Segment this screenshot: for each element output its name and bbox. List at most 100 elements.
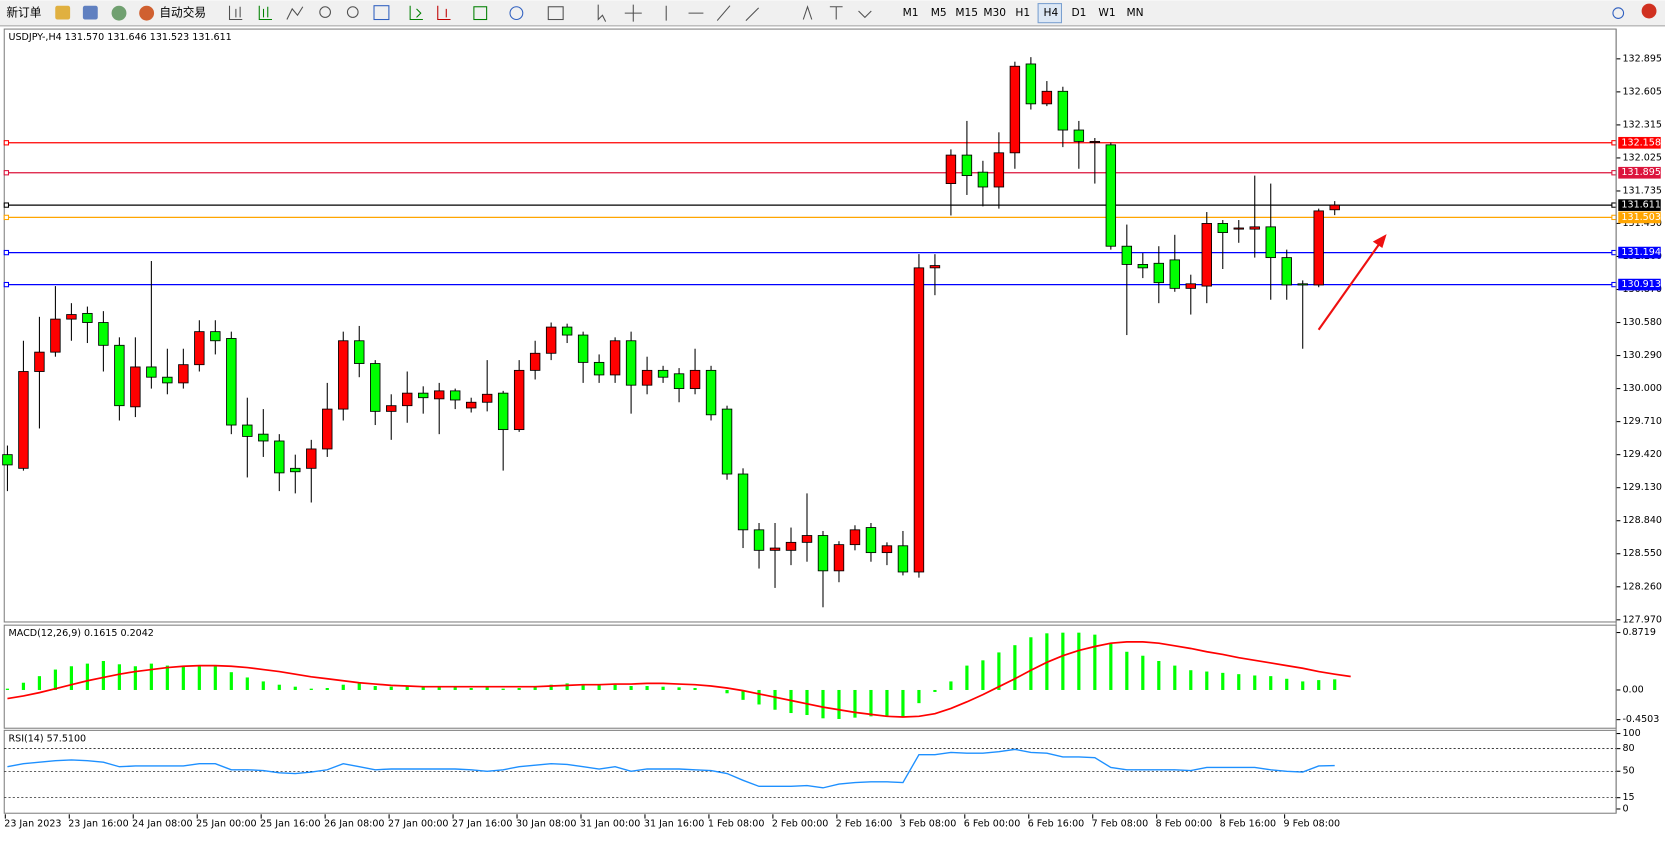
candle-body xyxy=(114,344,125,407)
candle-body xyxy=(1137,264,1149,269)
candle-body xyxy=(322,408,333,450)
icon[interactable] xyxy=(139,5,155,21)
level-handle xyxy=(3,140,10,146)
level-handle xyxy=(3,170,10,176)
x-tick-label: 6 Feb 16:00 xyxy=(1028,818,1085,829)
timeframe-button[interactable]: D1 xyxy=(1071,6,1086,19)
candle-body xyxy=(721,408,733,475)
candle-body xyxy=(1249,226,1260,230)
icon[interactable] xyxy=(55,5,71,20)
y-tick-label: 0 xyxy=(1622,803,1628,814)
new-order-button[interactable]: 新订单 xyxy=(6,6,41,20)
candle-body xyxy=(945,154,957,184)
macd-bar xyxy=(101,660,105,690)
level-label: 132.158 xyxy=(1621,137,1660,148)
auto-trading-button[interactable]: 自动交易 xyxy=(159,6,206,20)
timeframe-button[interactable]: M5 xyxy=(931,6,947,19)
candle-body xyxy=(354,340,365,364)
icon[interactable] xyxy=(228,5,243,21)
icon[interactable] xyxy=(286,6,304,20)
y-tick-label: 130.000 xyxy=(1622,383,1661,394)
candle-body xyxy=(961,154,973,177)
candle-body xyxy=(1057,90,1069,131)
level-handle xyxy=(3,281,10,288)
notification-badge[interactable] xyxy=(1641,3,1657,19)
icon[interactable] xyxy=(473,6,488,21)
candle-body xyxy=(913,267,925,573)
level-handle xyxy=(1611,140,1617,146)
macd-bar xyxy=(1301,681,1305,690)
x-tick-label: 8 Feb 00:00 xyxy=(1156,818,1213,829)
level-label: 131.895 xyxy=(1621,167,1660,178)
icon[interactable] xyxy=(346,6,359,18)
rsi-line xyxy=(7,748,1335,789)
macd-bar xyxy=(373,686,377,690)
timeframe-button[interactable]: M30 xyxy=(983,6,1006,19)
level-label-bg xyxy=(1618,278,1661,291)
candle-body xyxy=(194,331,205,366)
macd-bar xyxy=(485,687,489,690)
x-tick-label: 24 Jan 08:00 xyxy=(132,818,192,829)
timeframe-button[interactable]: H4 xyxy=(1043,6,1058,19)
level-handle xyxy=(3,249,10,256)
candle-body xyxy=(210,331,221,342)
candle-body xyxy=(833,544,845,572)
candle-body xyxy=(593,361,605,376)
candle-body xyxy=(865,527,877,554)
icon[interactable] xyxy=(802,5,872,20)
y-tick-label: 127.970 xyxy=(1622,614,1661,625)
timeframe-button[interactable]: M15 xyxy=(955,6,978,19)
candle-body xyxy=(929,265,941,269)
icon[interactable] xyxy=(373,5,390,21)
toolbar-bg xyxy=(0,0,1665,26)
candle-body xyxy=(34,351,45,372)
y-tick-label: 129.420 xyxy=(1622,449,1661,460)
candle-body xyxy=(130,366,141,408)
icon[interactable] xyxy=(437,5,451,21)
macd-bar xyxy=(1077,632,1081,690)
candle-body xyxy=(753,529,765,551)
timeframe-button[interactable]: H1 xyxy=(1015,6,1030,19)
candle-body xyxy=(1201,223,1212,287)
candle-body xyxy=(1265,226,1276,259)
timeframe-button[interactable]: M1 xyxy=(903,6,919,19)
candle-body xyxy=(561,326,573,336)
candle-body xyxy=(1009,65,1021,154)
candle-body xyxy=(1089,140,1101,143)
timeframe-button[interactable]: W1 xyxy=(1098,6,1115,19)
macd-bar xyxy=(1333,679,1337,690)
macd-bar xyxy=(933,689,937,692)
macd-bar xyxy=(789,689,793,714)
macd-bar xyxy=(261,681,265,690)
icon[interactable] xyxy=(624,4,642,22)
timeframe-button[interactable]: MN xyxy=(1126,6,1143,19)
macd-bar xyxy=(629,686,633,690)
icon[interactable] xyxy=(111,5,127,21)
candle-body xyxy=(1297,283,1308,286)
icon[interactable] xyxy=(82,5,98,20)
macd-bar xyxy=(1189,670,1193,690)
icon[interactable] xyxy=(665,5,760,21)
y-tick-label: 132.895 xyxy=(1622,53,1661,64)
y-tick-label: 131.735 xyxy=(1622,185,1661,196)
icon[interactable] xyxy=(547,6,564,21)
search-icon[interactable] xyxy=(1612,7,1625,19)
candle-body xyxy=(226,338,237,426)
candle-body xyxy=(769,547,781,551)
y-tick-label: 100 xyxy=(1622,728,1640,739)
macd-bar xyxy=(53,669,58,690)
icon[interactable] xyxy=(597,4,607,22)
icon[interactable] xyxy=(319,6,331,18)
icon[interactable] xyxy=(509,6,524,21)
icon[interactable] xyxy=(409,5,423,21)
candle-body xyxy=(545,326,557,354)
macd-bar xyxy=(1221,672,1225,690)
candle-body xyxy=(481,393,493,403)
y-tick-label: 80 xyxy=(1622,743,1634,754)
candle-body xyxy=(338,340,349,410)
icon[interactable] xyxy=(258,5,273,21)
level-label: 130.913 xyxy=(1621,279,1660,290)
macd-bar xyxy=(613,684,617,690)
macd-bar xyxy=(149,663,153,690)
